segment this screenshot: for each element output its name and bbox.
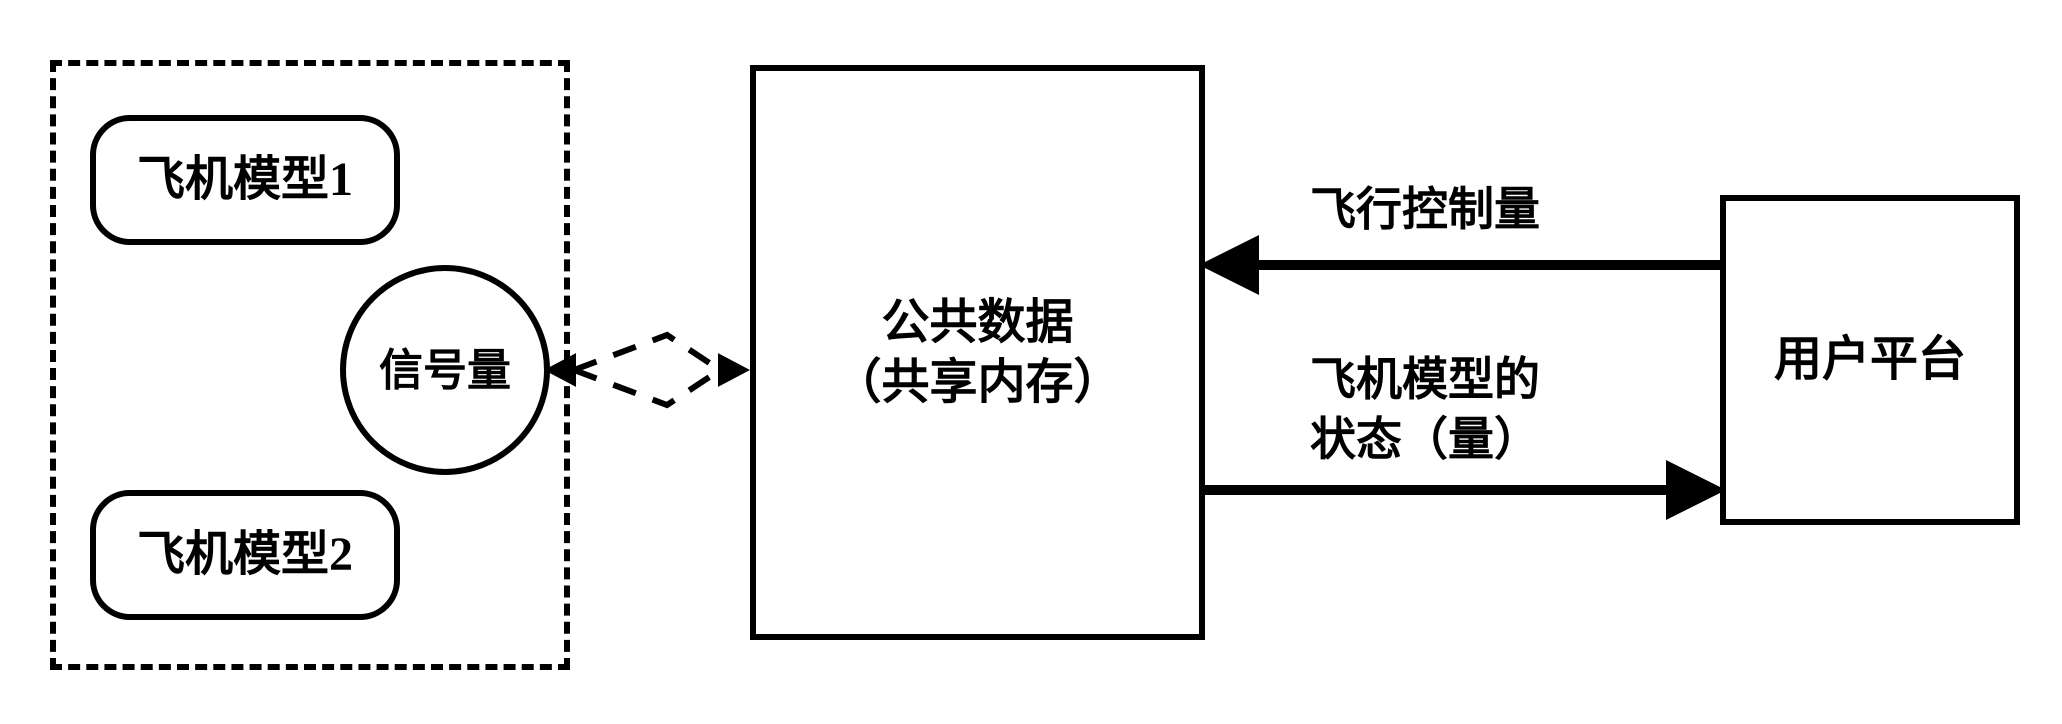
model1-node: 飞机模型1 bbox=[90, 115, 400, 245]
model2-label: 飞机模型2 bbox=[137, 525, 353, 585]
shared-memory-label: 公共数据 （共享内存） bbox=[833, 293, 1121, 413]
shared-memory-node: 公共数据 （共享内存） bbox=[750, 65, 1205, 640]
user-platform-node: 用户平台 bbox=[1720, 195, 2020, 525]
semaphore-node: 信号量 bbox=[340, 265, 550, 475]
sem-mem-connector bbox=[544, 335, 750, 405]
model1-label: 飞机模型1 bbox=[137, 150, 353, 210]
ctrl-edge-label: 飞行控制量 bbox=[1310, 180, 1540, 240]
semaphore-label: 信号量 bbox=[379, 343, 511, 398]
system-diagram: 飞机模型1 飞机模型2 信号量 公共数据 （共享内存） 用户平台 飞行控制量 飞… bbox=[20, 20, 2040, 704]
state-edge-label: 飞机模型的 状态（量） bbox=[1310, 350, 1540, 470]
user-platform-label: 用户平台 bbox=[1774, 330, 1966, 390]
model2-node: 飞机模型2 bbox=[90, 490, 400, 620]
